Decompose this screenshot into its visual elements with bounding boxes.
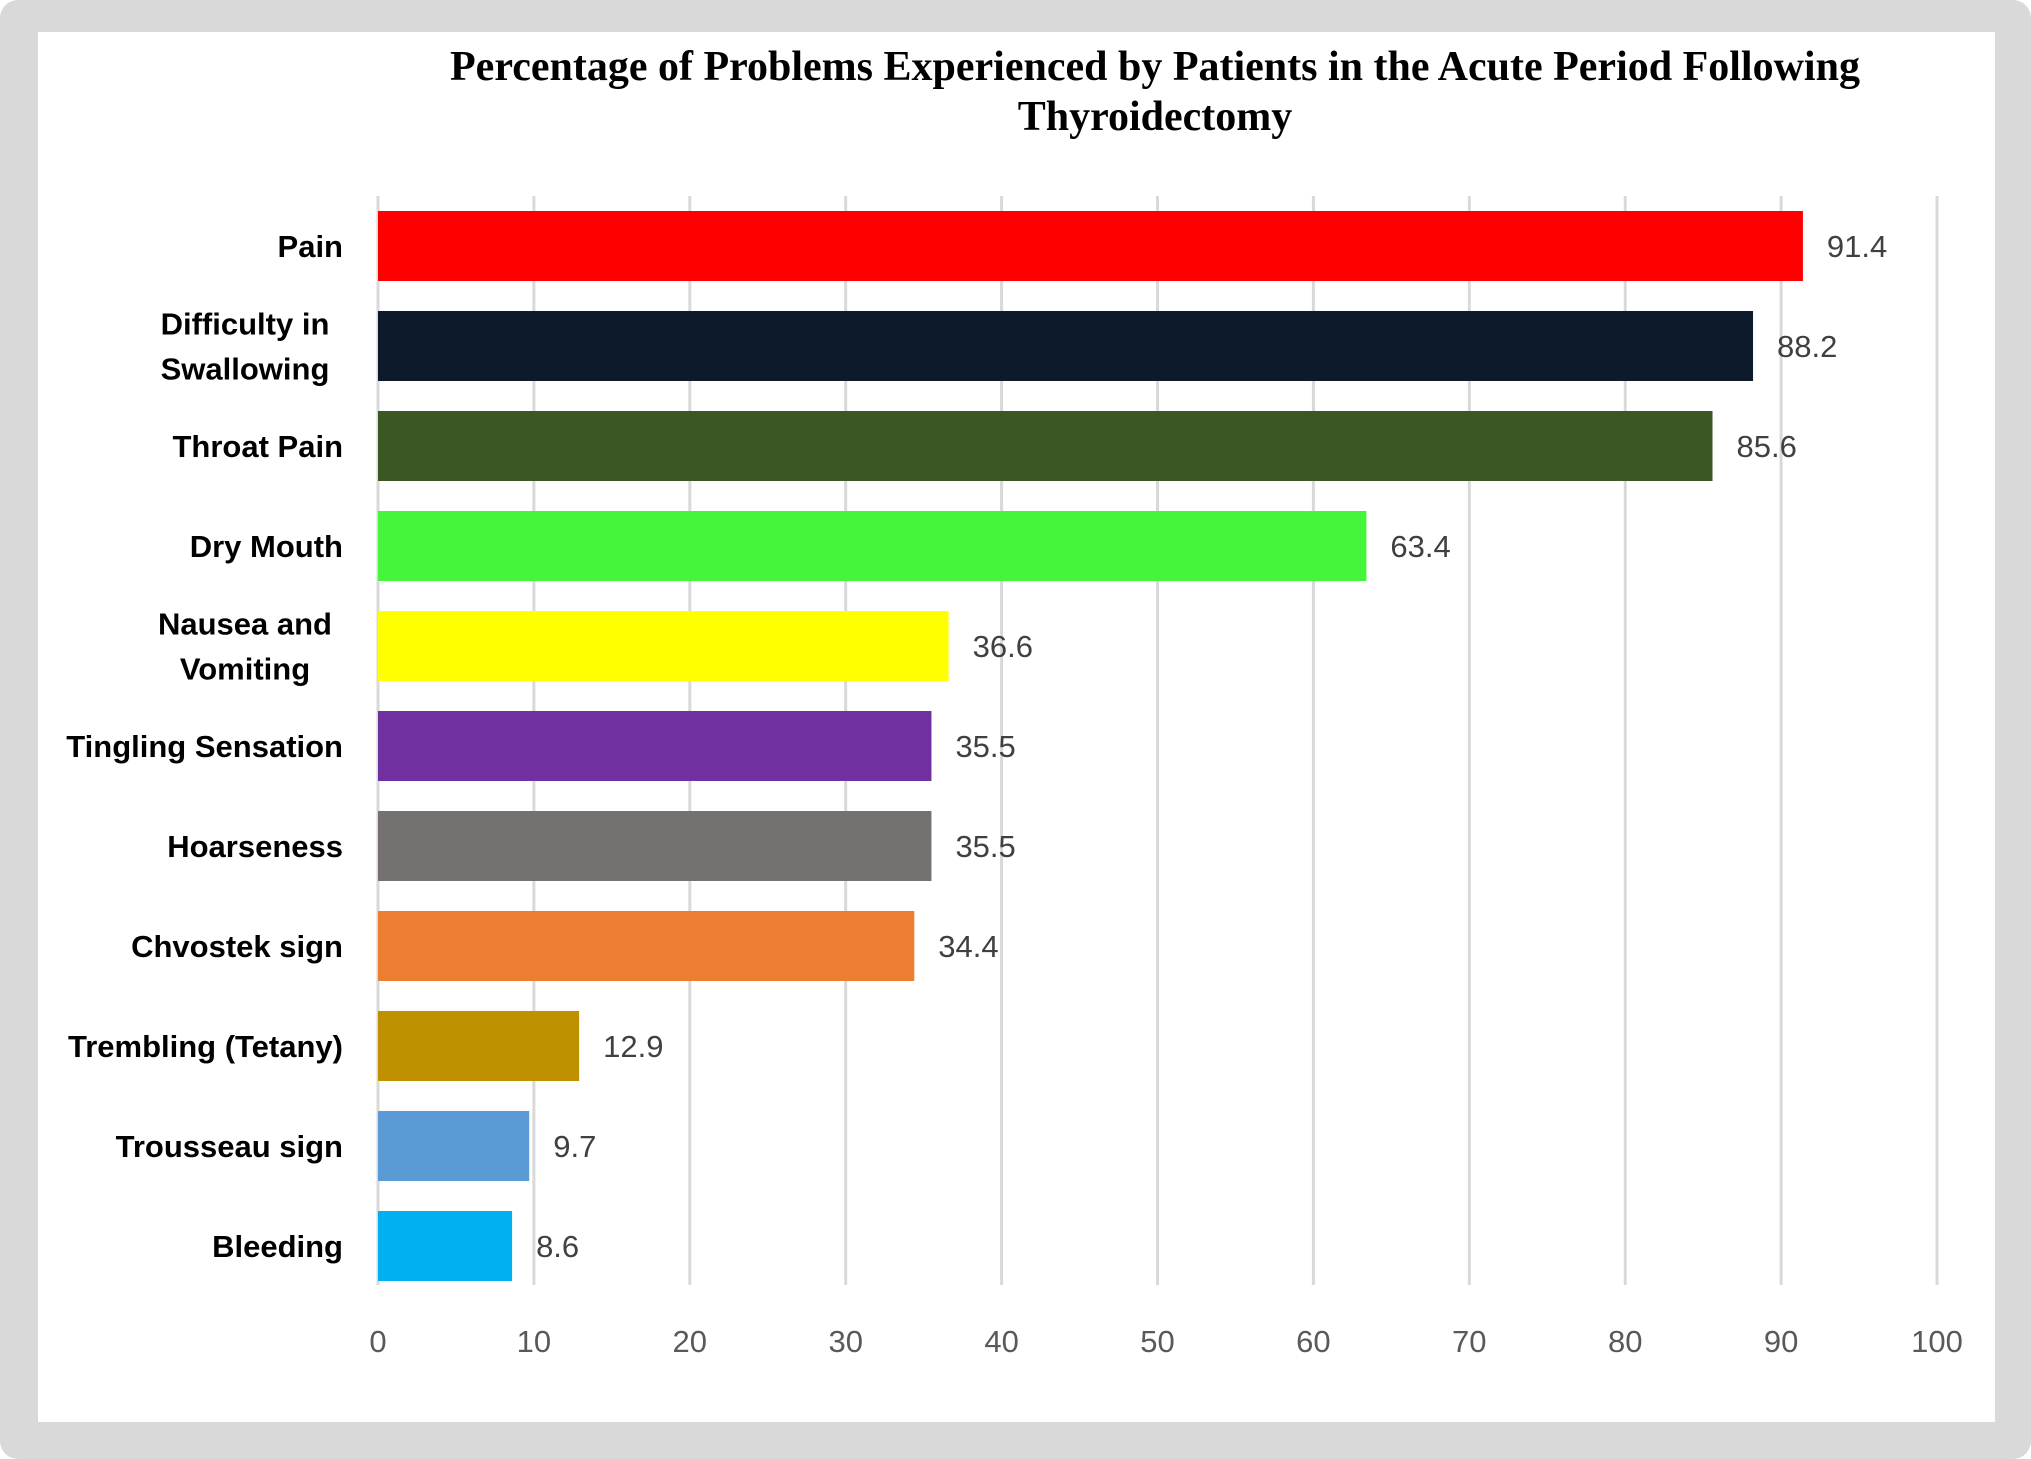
data-label: 35.5 [955, 829, 1015, 864]
bar [378, 1111, 530, 1181]
data-label: 91.4 [1827, 229, 1887, 264]
x-tick-label: 70 [1452, 1324, 1486, 1359]
bar [378, 911, 915, 981]
category-label: Nausea and Vomiting [158, 607, 332, 687]
x-tick-label: 50 [1140, 1324, 1174, 1359]
bar [378, 611, 949, 681]
data-label: 12.9 [603, 1029, 663, 1064]
chart-title: Percentage of Problems Experienced by Pa… [450, 44, 1860, 140]
category-label: Trembling (Tetany) [68, 1029, 343, 1064]
x-tick-label: 100 [1911, 1324, 1963, 1359]
category-label: Hoarseness [167, 829, 343, 864]
x-tick-label: 60 [1296, 1324, 1330, 1359]
bar [378, 511, 1367, 581]
x-tick-label: 10 [517, 1324, 551, 1359]
category-label: Bleeding [212, 1229, 343, 1264]
x-tick-label: 30 [828, 1324, 862, 1359]
category-label: Difficulty in Swallowing [161, 307, 330, 387]
bar [378, 211, 1803, 281]
data-label: 85.6 [1737, 429, 1797, 464]
category-label: Chvostek sign [131, 929, 343, 964]
bar [378, 1011, 580, 1081]
x-tick-label: 90 [1764, 1324, 1798, 1359]
data-label: 63.4 [1390, 529, 1450, 564]
category-label: Dry Mouth [190, 529, 343, 564]
data-label: 8.6 [536, 1229, 579, 1264]
bar [378, 811, 932, 881]
data-label: 9.7 [553, 1129, 596, 1164]
category-label: Throat Pain [172, 429, 343, 464]
data-label: 36.6 [973, 629, 1033, 664]
bar [378, 1211, 513, 1281]
category-label: Pain [278, 229, 343, 264]
category-label: Tingling Sensation [66, 729, 343, 764]
bar [378, 711, 932, 781]
x-tick-label: 0 [369, 1324, 386, 1359]
category-label: Trousseau sign [116, 1129, 343, 1164]
data-label: 35.5 [955, 729, 1015, 764]
x-tick-label: 80 [1608, 1324, 1642, 1359]
x-tick-label: 20 [673, 1324, 707, 1359]
data-label: 88.2 [1777, 329, 1837, 364]
bar [378, 311, 1754, 381]
bar [378, 411, 1713, 481]
data-label: 34.4 [938, 929, 998, 964]
x-tick-label: 40 [984, 1324, 1018, 1359]
